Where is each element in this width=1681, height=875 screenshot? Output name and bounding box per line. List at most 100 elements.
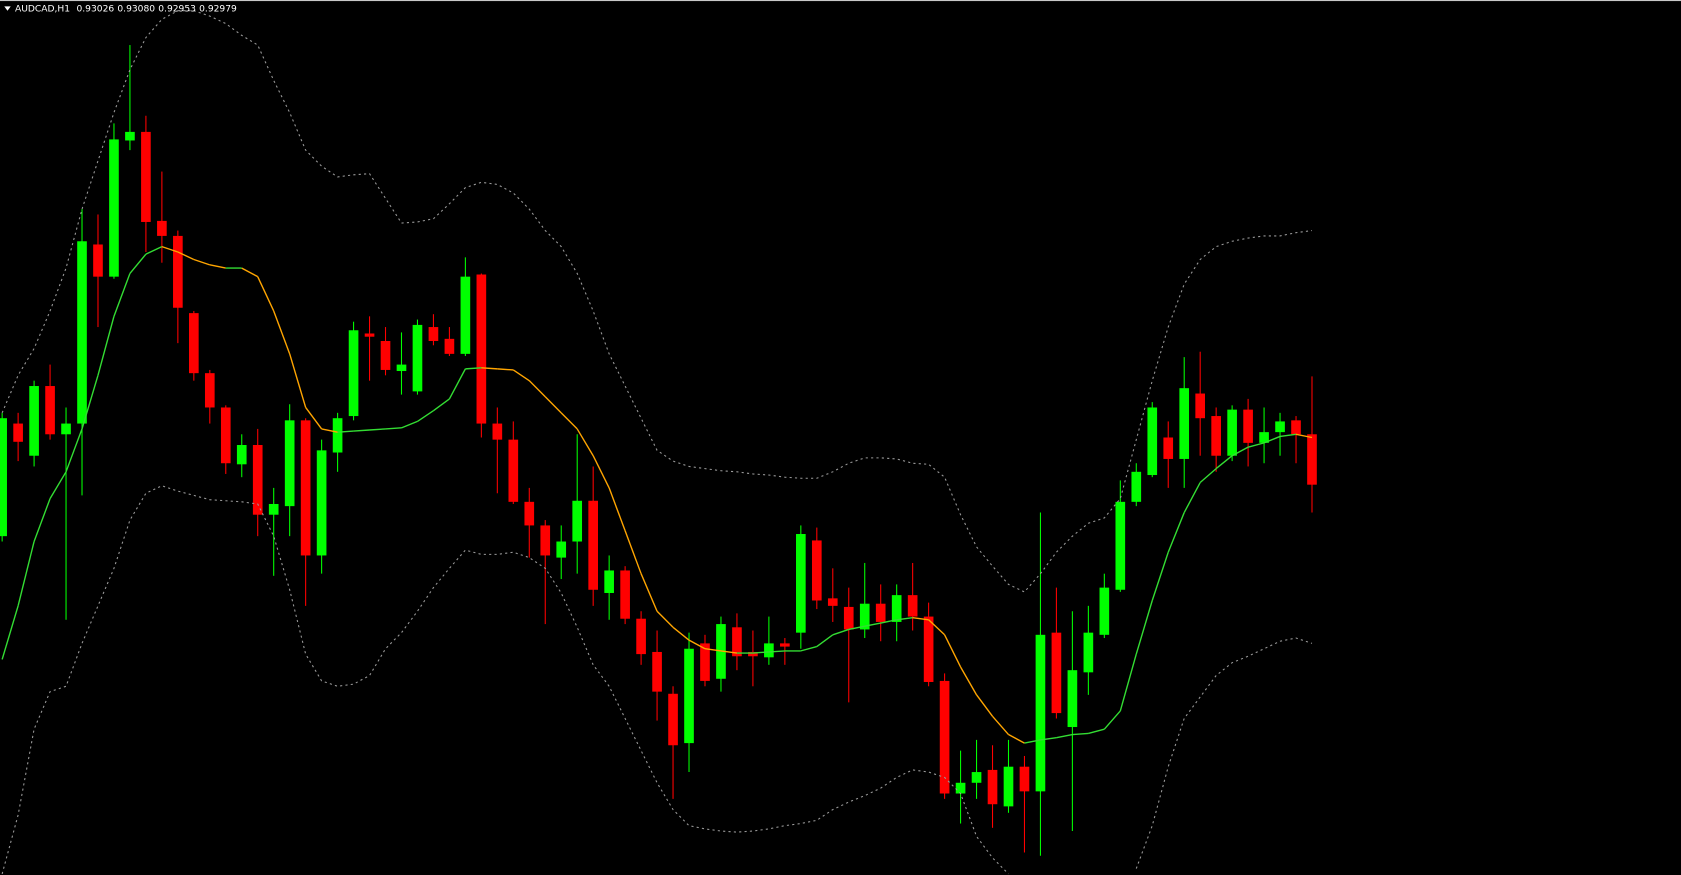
moving-average-segment [991, 715, 1010, 735]
moving-average-segment [448, 368, 466, 400]
moving-average-segment [161, 245, 179, 253]
moving-average-segment [640, 573, 658, 612]
moving-average-segment [433, 398, 450, 412]
moving-average-segment [1, 605, 19, 660]
menu-arrow[interactable] [4, 6, 11, 11]
moving-average-segment [1295, 433, 1313, 439]
moving-average-segment [975, 694, 994, 717]
moving-average-segment [465, 367, 482, 370]
quote: 0.93080 [117, 4, 155, 14]
candle-body [939, 680, 950, 794]
candle-body [748, 651, 758, 657]
moving-average-segment [576, 428, 594, 457]
candle-body [0, 418, 7, 537]
moving-average-segment [385, 427, 402, 430]
candle-body [843, 606, 854, 630]
moving-average-segment [704, 648, 722, 652]
moving-average-segment [417, 410, 434, 422]
moving-average-segment [209, 264, 226, 269]
moving-average-segment [1167, 512, 1185, 553]
moving-average-segment [959, 666, 978, 696]
quote: 0.93026 [76, 4, 114, 14]
moving-average-segment [1199, 468, 1217, 484]
moving-average-segment [1215, 455, 1233, 470]
candle-body [1243, 409, 1253, 443]
candle-body [332, 418, 343, 453]
moving-average-segment [49, 471, 67, 499]
candle-body [508, 439, 519, 502]
moving-average-segment [1183, 482, 1201, 513]
candle-body [604, 570, 614, 593]
quote: 0.92953 [158, 4, 196, 14]
moving-average-segment [33, 498, 51, 542]
moving-average-segment [497, 368, 514, 371]
candle-body [125, 131, 135, 141]
moving-average-segment [512, 369, 530, 382]
moving-average-segment [896, 616, 913, 621]
candle-body [45, 386, 55, 435]
moving-average-segment [528, 380, 546, 398]
candle-body [796, 534, 806, 633]
moving-average-segment [832, 628, 849, 636]
candle-body [1195, 393, 1206, 419]
moving-average-segment [321, 428, 338, 433]
candle-body [1227, 409, 1237, 456]
candle-body [204, 373, 215, 408]
moving-average-segment [81, 375, 99, 430]
moving-average-segment [193, 258, 211, 266]
candle-body [556, 541, 567, 558]
candle-body [29, 386, 39, 456]
candle-body [1147, 407, 1158, 476]
candle-body [189, 313, 199, 374]
candle-body [492, 423, 503, 440]
moving-average-segment [273, 310, 291, 355]
moving-average-segment [943, 634, 962, 668]
candle-body [1019, 766, 1030, 792]
candle-body [1003, 766, 1014, 807]
candle-body [157, 220, 167, 236]
moving-average-segment [1263, 435, 1281, 444]
plot-area [0, 10, 1317, 875]
candle-body [316, 450, 327, 556]
candle-body [540, 525, 551, 556]
moving-average-segment [800, 645, 817, 652]
moving-average-segment [1119, 653, 1137, 712]
candle-body [268, 503, 279, 515]
candle-body [652, 651, 662, 692]
candle-body [572, 500, 583, 542]
moving-average-segment [257, 276, 275, 312]
moving-average-segment [353, 429, 370, 432]
moving-average-segment [688, 639, 706, 650]
moving-average-segment [816, 634, 834, 648]
frame-top [0, 0, 1681, 2]
quote: 0.92979 [199, 4, 237, 14]
band-line [1, 485, 1009, 875]
candle-body [460, 276, 471, 354]
moving-average-segment [656, 610, 674, 628]
moving-average-segment [337, 430, 354, 433]
moving-average-segment [912, 616, 929, 621]
candle-body [284, 420, 295, 507]
candle-body [764, 643, 774, 658]
candle-body [1035, 634, 1046, 792]
candle-body [173, 235, 183, 308]
moving-average-segment [113, 273, 131, 317]
moving-average-segment [1056, 733, 1073, 739]
candle-body [61, 423, 71, 435]
candle-body [636, 618, 646, 655]
moving-average-segment [17, 541, 35, 607]
moving-average-segment [1279, 433, 1297, 438]
candle-body [875, 603, 886, 622]
moving-average-segment [129, 253, 147, 274]
moving-average-segment [1231, 446, 1249, 457]
candle-body [827, 598, 838, 606]
candle-body [1163, 437, 1174, 459]
moving-average-segment [1072, 732, 1089, 736]
candle-body [1131, 471, 1142, 502]
moving-average-segment [369, 428, 386, 431]
moving-average-segment [145, 245, 163, 255]
moving-average-segment [401, 420, 418, 429]
moving-average-segment [1151, 552, 1169, 601]
moving-average-segment [289, 353, 307, 408]
